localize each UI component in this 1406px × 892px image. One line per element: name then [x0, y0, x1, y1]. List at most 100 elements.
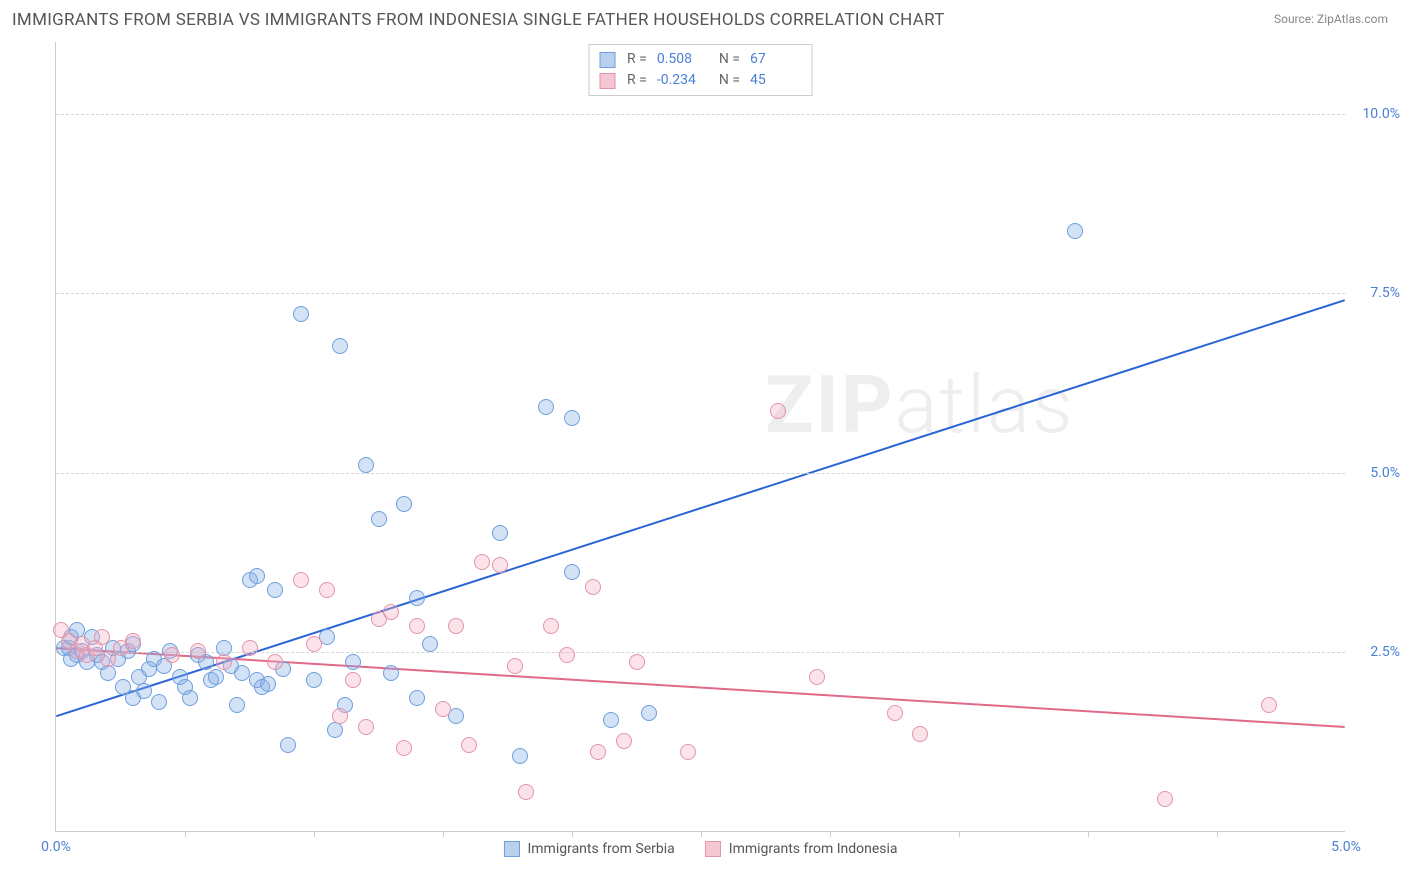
scatter-point-indonesia [680, 744, 696, 760]
scatter-point-serbia [208, 669, 224, 685]
x-tick-label: 0.0% [41, 839, 71, 855]
stats-row-indonesia: R = -0.234 N = 45 [599, 70, 802, 91]
scatter-point-indonesia [53, 622, 69, 638]
scatter-point-indonesia [319, 582, 335, 598]
n-value: 45 [750, 70, 802, 91]
scatter-point-indonesia [543, 618, 559, 634]
scatter-point-serbia [293, 306, 309, 322]
plot-area: ZIPatlas R =0.508N =67R =-0.234N =45 Imm… [55, 42, 1345, 832]
r-label: R = [627, 70, 647, 91]
legend-label: Immigrants from Indonesia [729, 841, 898, 857]
scatter-point-indonesia [216, 654, 232, 670]
scatter-point-indonesia [518, 784, 534, 800]
scatter-point-serbia [100, 665, 116, 681]
scatter-point-indonesia [912, 726, 928, 742]
scatter-point-indonesia [1261, 697, 1277, 713]
x-tick-mark [314, 831, 315, 837]
y-tick-label: 10.0% [1350, 106, 1400, 122]
source-name: ZipAtlas.com [1317, 12, 1388, 26]
x-tick-mark [572, 831, 573, 837]
scatter-point-serbia [1067, 223, 1083, 239]
watermark-light: atlas [894, 358, 1074, 452]
source-citation: Source: ZipAtlas.com [1274, 12, 1388, 26]
scatter-point-serbia [151, 694, 167, 710]
scatter-point-serbia [383, 665, 399, 681]
scatter-point-indonesia [461, 737, 477, 753]
scatter-point-serbia [345, 654, 361, 670]
y-tick-label: 2.5% [1350, 644, 1400, 660]
scatter-point-serbia [538, 399, 554, 415]
scatter-point-serbia [267, 582, 283, 598]
scatter-point-serbia [603, 712, 619, 728]
scatter-point-indonesia [590, 744, 606, 760]
scatter-point-serbia [371, 511, 387, 527]
chart-container: IMMIGRANTS FROM SERBIA VS IMMIGRANTS FRO… [0, 0, 1406, 892]
scatter-point-indonesia [435, 701, 451, 717]
scatter-point-indonesia [94, 629, 110, 645]
scatter-point-serbia [422, 636, 438, 652]
scatter-point-indonesia [507, 658, 523, 674]
watermark: ZIPatlas [765, 358, 1075, 452]
scatter-point-indonesia [345, 672, 361, 688]
scatter-point-indonesia [164, 647, 180, 663]
scatter-point-serbia [182, 690, 198, 706]
scatter-point-indonesia [409, 618, 425, 634]
y-tick-label: 7.5% [1350, 285, 1400, 301]
scatter-point-indonesia [125, 633, 141, 649]
r-value: 0.508 [657, 49, 709, 70]
scatter-point-serbia [260, 676, 276, 692]
gridline-h [56, 114, 1345, 115]
scatter-point-indonesia [809, 669, 825, 685]
scatter-point-indonesia [629, 654, 645, 670]
scatter-point-serbia [249, 568, 265, 584]
x-tick-mark [701, 831, 702, 837]
scatter-point-indonesia [358, 719, 374, 735]
scatter-point-serbia [306, 672, 322, 688]
scatter-point-indonesia [770, 403, 786, 419]
scatter-point-serbia [641, 705, 657, 721]
x-tick-mark [830, 831, 831, 837]
stats-row-serbia: R =0.508N =67 [599, 49, 802, 70]
scatter-point-indonesia [293, 572, 309, 588]
scatter-point-serbia [125, 690, 141, 706]
scatter-point-indonesia [306, 636, 322, 652]
scatter-point-indonesia [448, 618, 464, 634]
r-value: -0.234 [657, 70, 709, 91]
page-title: IMMIGRANTS FROM SERBIA VS IMMIGRANTS FRO… [12, 10, 945, 30]
n-label: N = [719, 70, 740, 91]
legend-swatch-indonesia [705, 841, 721, 857]
scatter-point-indonesia [190, 643, 206, 659]
scatter-point-serbia [564, 564, 580, 580]
scatter-point-serbia [492, 525, 508, 541]
correlation-stats-box: R =0.508N =67R =-0.234N =45 [588, 44, 813, 96]
scatter-point-serbia [229, 697, 245, 713]
scatter-point-indonesia [242, 640, 258, 656]
scatter-point-indonesia [383, 604, 399, 620]
scatter-point-indonesia [492, 557, 508, 573]
gridline-h [56, 473, 1345, 474]
source-prefix: Source: [1274, 12, 1317, 26]
scatter-point-indonesia [559, 647, 575, 663]
x-tick-label: 5.0% [1331, 839, 1361, 855]
scatter-point-serbia [280, 737, 296, 753]
scatter-point-serbia [234, 665, 250, 681]
scatter-point-indonesia [585, 579, 601, 595]
scatter-point-indonesia [616, 733, 632, 749]
legend-item-serbia: Immigrants from Serbia [503, 841, 674, 857]
n-label: N = [719, 49, 740, 70]
legend-label: Immigrants from Serbia [527, 841, 674, 857]
scatter-point-serbia [409, 690, 425, 706]
x-tick-mark [1088, 831, 1089, 837]
x-tick-mark [185, 831, 186, 837]
x-tick-mark [443, 831, 444, 837]
scatter-point-indonesia [267, 654, 283, 670]
swatch-indonesia [599, 73, 615, 89]
gridline-h [56, 293, 1345, 294]
x-tick-mark [1217, 831, 1218, 837]
legend-item-indonesia: Immigrants from Indonesia [705, 841, 898, 857]
scatter-point-serbia [564, 410, 580, 426]
scatter-point-indonesia [396, 740, 412, 756]
scatter-point-serbia [327, 722, 343, 738]
x-tick-mark [959, 831, 960, 837]
scatter-point-serbia [396, 496, 412, 512]
